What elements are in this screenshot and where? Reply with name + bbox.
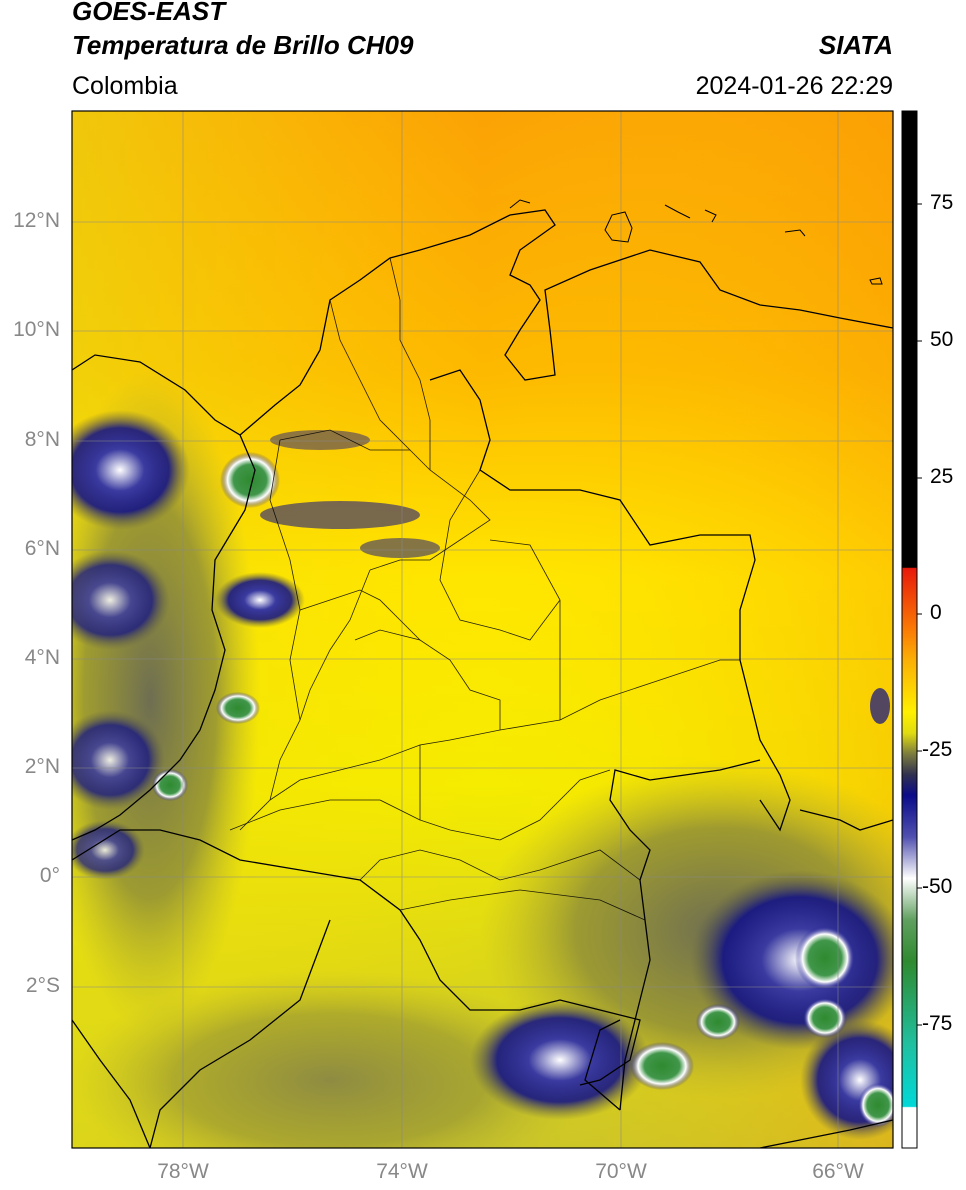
colorbar-label-25: 25 — [930, 465, 954, 488]
colorbar-label-minus75: -75 — [922, 1012, 953, 1035]
colorbar-label-minus50: -50 — [922, 875, 953, 898]
colorbar-label-0: 0 — [930, 601, 942, 624]
colorbar-label-minus25: -25 — [922, 738, 953, 761]
lat-label-2n: 2°N — [24, 755, 60, 778]
lat-label-2s: 2°S — [25, 974, 60, 997]
colorbar-tick-marks — [917, 203, 922, 1026]
brightness-temperature-field — [72, 111, 893, 1148]
colorbar — [901, 110, 918, 1149]
lat-label-12n: 12°N — [13, 209, 60, 232]
lat-label-0: 0° — [39, 864, 60, 887]
colorbar-label-75: 75 — [930, 191, 954, 214]
region-label: Colombia — [72, 72, 178, 100]
lon-label-70w: 70°W — [595, 1160, 647, 1183]
lat-label-10n: 10°N — [13, 318, 60, 341]
islands — [509, 199, 883, 285]
satellite-title: GOES-EAST — [72, 0, 226, 26]
lon-label-74w: 74°W — [376, 1160, 428, 1183]
product-title: Temperatura de Brillo CH09 — [72, 30, 414, 60]
lon-label-78w: 78°W — [157, 1160, 209, 1183]
lon-label-66w: 66°W — [812, 1160, 864, 1183]
lat-label-6n: 6°N — [24, 537, 60, 560]
graticule — [72, 111, 893, 1148]
department-borders — [229, 257, 740, 921]
colorbar-label-50: 50 — [930, 328, 954, 351]
lat-label-4n: 4°N — [24, 646, 60, 669]
source-label: SIATA — [818, 30, 893, 60]
map-frame — [71, 110, 894, 1149]
lat-label-8n: 8°N — [24, 428, 60, 451]
borders — [72, 209, 893, 1148]
timestamp-label: 2024-01-26 22:29 — [695, 72, 893, 100]
